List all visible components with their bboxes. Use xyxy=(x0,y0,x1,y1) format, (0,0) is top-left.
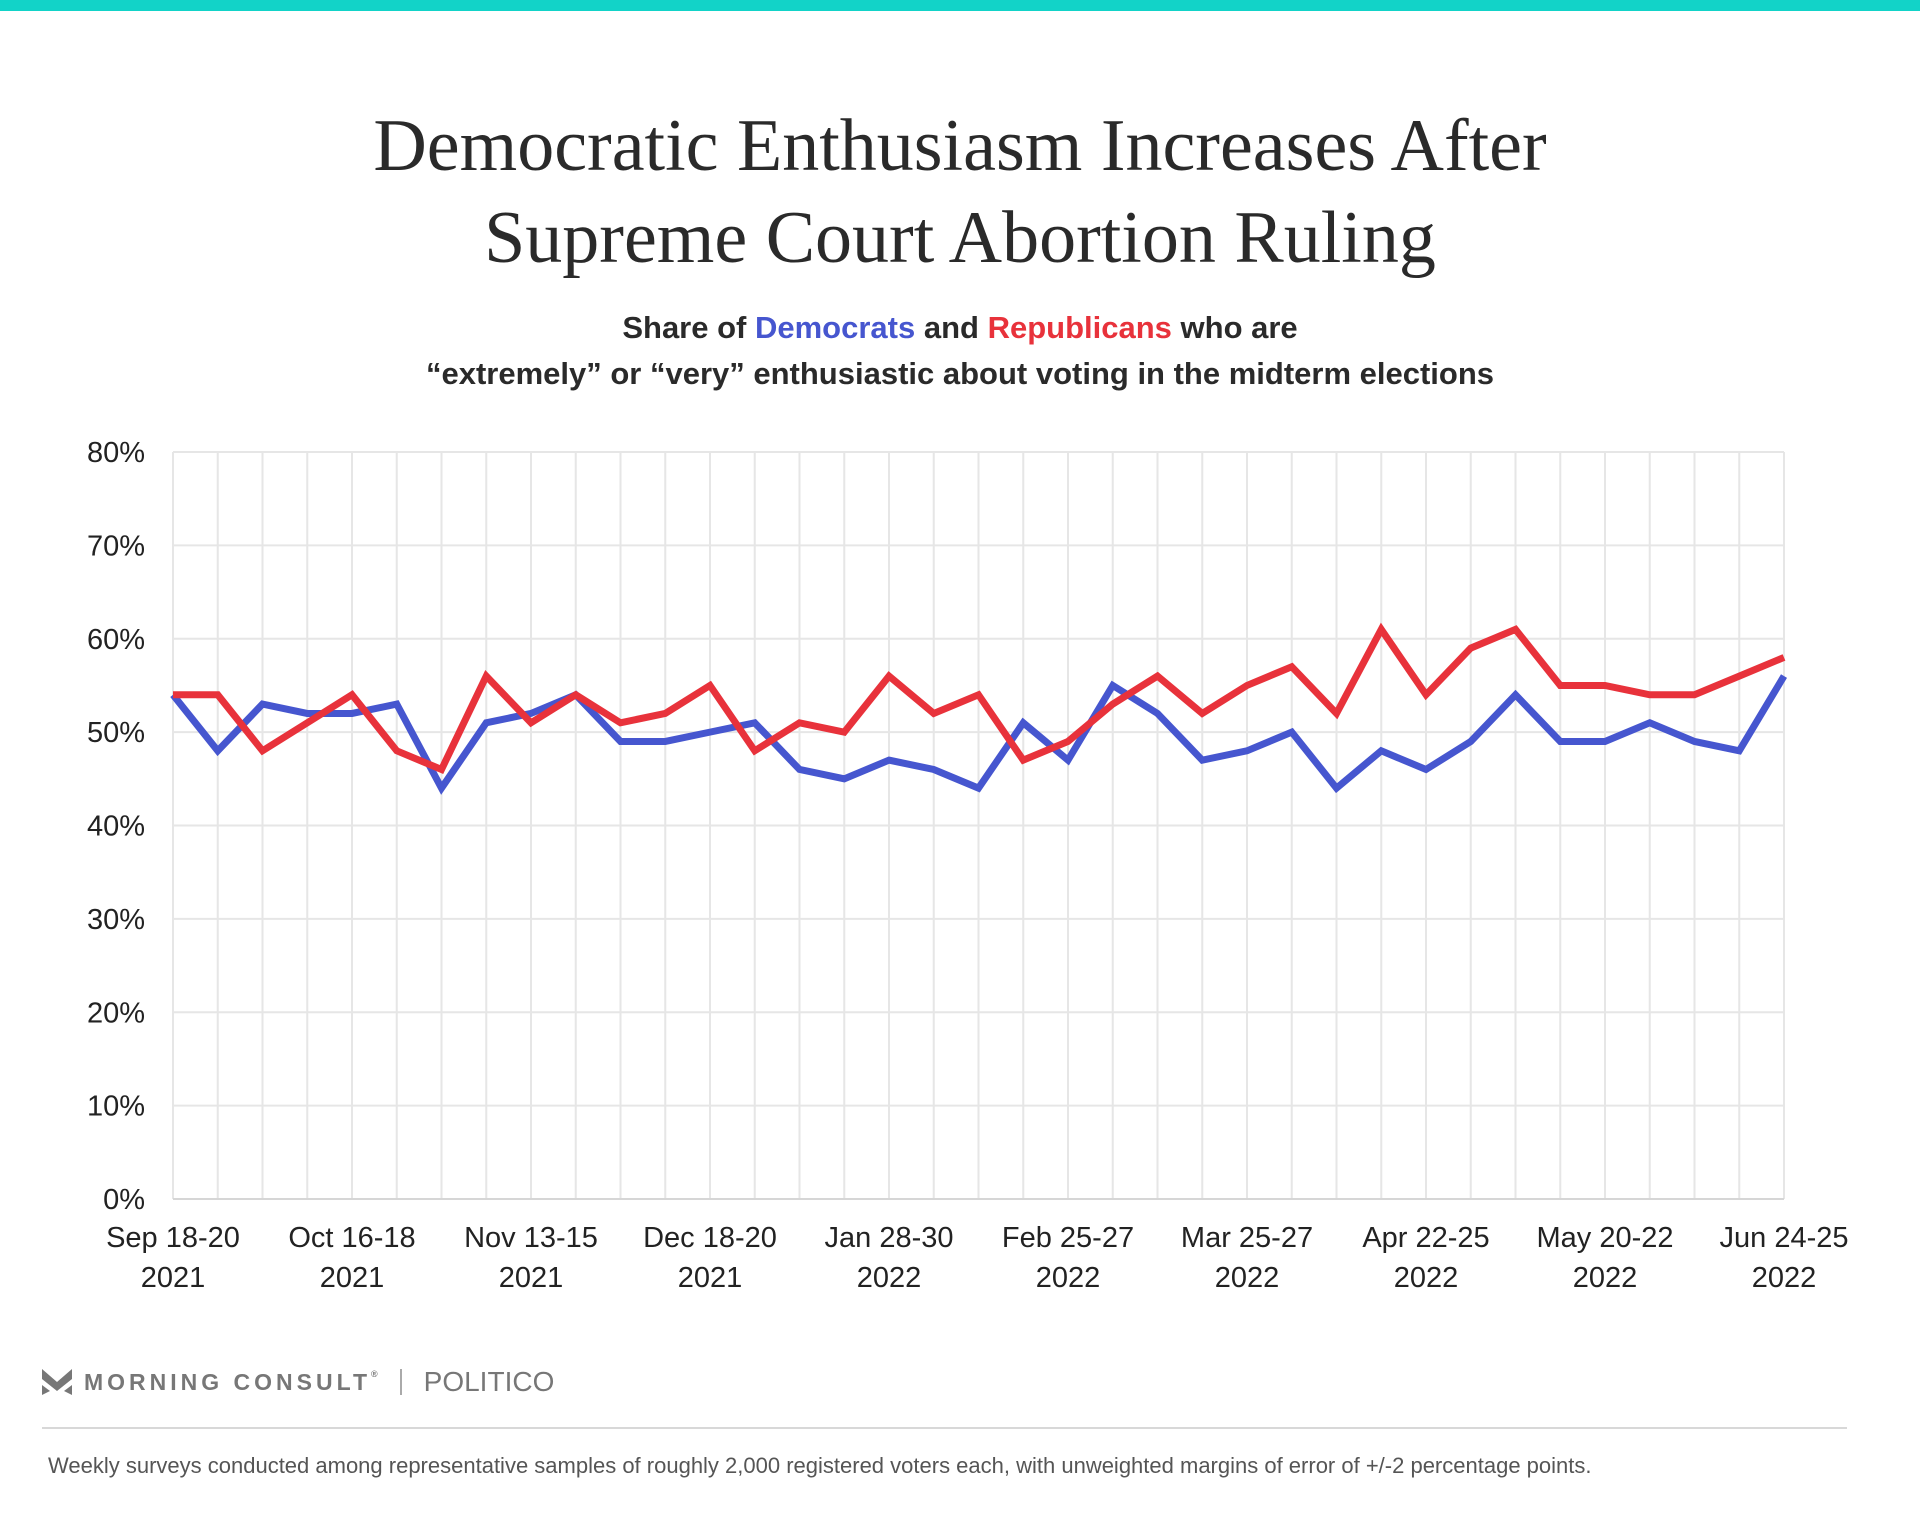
series-line-republicans xyxy=(173,622,1786,774)
accent-bar xyxy=(0,0,1920,11)
y-tick-label: 60% xyxy=(87,624,145,656)
logo-divider xyxy=(399,1369,402,1395)
brand-name: MORNING CONSULT xyxy=(84,1368,372,1395)
x-tick-label-year: 2022 xyxy=(857,1262,922,1294)
x-tick-label: Jun 24-25 xyxy=(1720,1222,1849,1254)
x-tick-label: Apr 22-25 xyxy=(1362,1222,1489,1254)
y-tick-label: 0% xyxy=(103,1184,145,1216)
methodology-note: Weekly surveys conducted among represent… xyxy=(48,1453,1592,1478)
x-tick-label-year: 2021 xyxy=(678,1262,743,1294)
x-tick-label-year: 2021 xyxy=(499,1262,564,1294)
morning-consult-logo-icon xyxy=(42,1369,72,1395)
x-tick-label: Jan 28-30 xyxy=(825,1222,954,1254)
x-tick-label: Oct 16-18 xyxy=(288,1222,415,1254)
y-tick-label: 50% xyxy=(87,717,145,749)
x-tick-label-year: 2022 xyxy=(1394,1262,1459,1294)
x-tick-label-year: 2021 xyxy=(141,1262,206,1294)
series-lines xyxy=(170,622,1788,795)
legend-republicans: Republicans xyxy=(987,310,1172,345)
subtitle-text: Share of xyxy=(622,310,755,345)
x-tick-label-year: 2022 xyxy=(1036,1262,1101,1294)
y-tick-label: 30% xyxy=(87,904,145,936)
x-tick-label: Mar 25-27 xyxy=(1181,1222,1313,1254)
subtitle-line-1: Share of Democrats and Republicans who a… xyxy=(0,305,1920,351)
x-axis: Sep 18-20 2021 Oct 16-18 2021 Nov 13-15 2021 D… xyxy=(106,1222,1848,1294)
subtitle-line-2: “extremely” or “very” enthusiastic about… xyxy=(425,356,1495,391)
politico-wordmark: POLITICO xyxy=(423,1366,555,1397)
x-tick-label: Sep 18-20 xyxy=(106,1222,240,1254)
title-line-2: Supreme Court Abortion Ruling xyxy=(484,197,1436,279)
y-axis: 0% 10% 20% 30% 40% 50% 60% 70% 80% xyxy=(87,437,145,1216)
legend-democrats: Democrats xyxy=(754,310,916,345)
chart-subtitle: Share of Democrats and Republicans who a… xyxy=(0,305,1920,397)
x-tick-label: Nov 13-15 xyxy=(464,1222,598,1254)
x-tick-label-year: 2022 xyxy=(1215,1262,1280,1294)
y-tick-label: 80% xyxy=(87,437,145,469)
x-tick-label-year: 2021 xyxy=(320,1262,385,1294)
y-tick-label: 70% xyxy=(87,530,145,562)
title-line-1: Democratic Enthusiasm Increases After xyxy=(373,105,1547,187)
morning-consult-wordmark: MORNING CONSULT® xyxy=(84,1369,378,1396)
footer-logos: MORNING CONSULT® POLITICO xyxy=(42,1364,554,1400)
x-tick-label: Feb 25-27 xyxy=(1002,1222,1134,1254)
y-tick-label: 10% xyxy=(87,1091,145,1123)
line-chart: 0% 10% 20% 30% 40% 50% 60% 70% 80% Sep 18-20 2021… xyxy=(87,437,1849,1294)
chart-title: Democratic Enthusiasm Increases After Su… xyxy=(0,100,1920,284)
subtitle-text: who are xyxy=(1171,310,1298,345)
grid xyxy=(172,451,1785,1200)
series-line-democrats xyxy=(170,674,1788,795)
x-tick-label: Dec 18-20 xyxy=(643,1222,777,1254)
x-tick-label: May 20-22 xyxy=(1536,1222,1673,1254)
y-tick-label: 20% xyxy=(87,997,145,1029)
subtitle-text: and xyxy=(915,310,988,345)
footer-divider xyxy=(42,1427,1847,1429)
registered-mark: ® xyxy=(371,1368,378,1379)
x-tick-label-year: 2022 xyxy=(1752,1262,1817,1294)
x-tick-label-year: 2022 xyxy=(1573,1262,1638,1294)
y-tick-label: 40% xyxy=(87,811,145,843)
